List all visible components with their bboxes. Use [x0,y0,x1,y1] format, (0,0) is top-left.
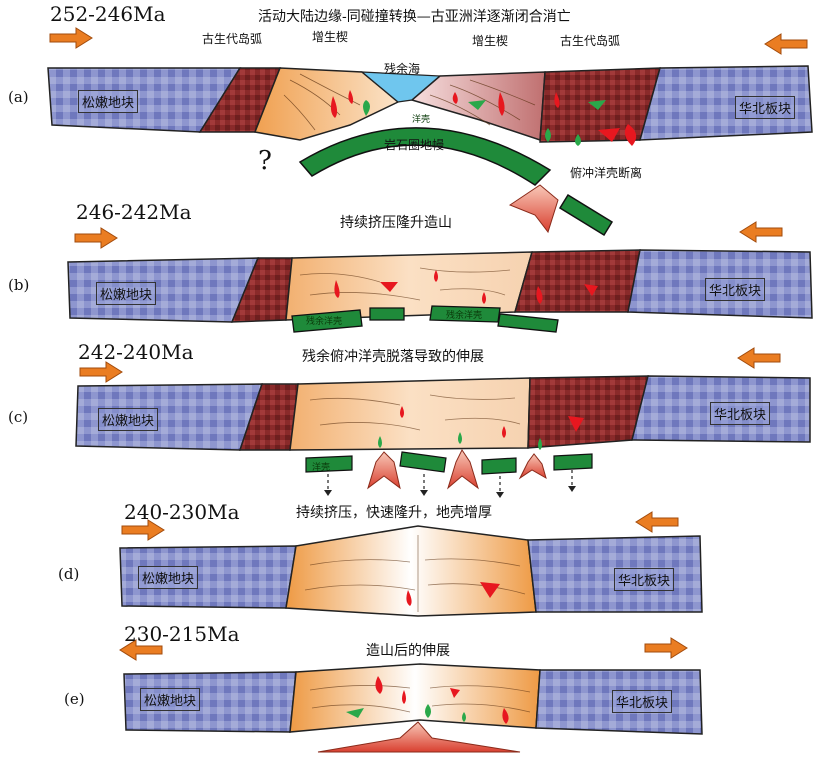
magma-bodies-d [406,582,500,606]
sinking-arrowheads-c [324,486,576,498]
paleozoic-arc-right [527,375,649,449]
block-label-songnen-d: 松嫩地块 [138,566,199,589]
annotation-slab-b-right: 残余洋壳 [446,311,483,321]
panel-d [119,511,703,617]
block-label-songnen-c: 松嫩地块 [98,408,159,431]
annotation-slab-a: 洋壳 [412,115,431,125]
upwelling-asthenosphere-e [317,721,521,753]
detached-slab [558,193,614,237]
panel-title-b: 持续挤压隆升造山 [340,215,452,231]
magma-bodies-b [334,270,598,304]
compression-arrow-right [739,221,783,243]
compression-arrow-right [635,511,679,533]
panel-title-d: 持续挤压，快速隆升，地壳增厚 [296,505,492,521]
block-label-northchina-a: 华北板块 [735,96,796,119]
remnant-slabs-b [291,305,559,333]
annotation-mantle: 岩石圈地幔 [384,138,445,152]
magma-bodies-c [378,406,584,450]
compression-arrow-right [764,33,808,55]
panel-a [47,27,813,237]
orogenic-belt-c [289,377,531,451]
panel-c [75,347,811,498]
panel-title-a: 活动大陆边缘-同碰撞转换—古亚洲洋逐渐闭合消亡 [258,9,571,25]
oceanic-slab-a [298,127,552,186]
age-label-c: 242-240Ma [78,340,194,364]
panel-label-c: (c) [8,408,29,426]
extension-arrow-right [644,637,688,659]
annotation-arc-left: 古生代岛弧 [202,32,263,46]
block-label-northchina-c: 华北板块 [710,402,771,425]
panel-label-e: (e) [64,690,85,708]
compression-arrow-left [74,227,118,249]
annotation-slab-c: 洋壳 [312,463,331,473]
age-label-e: 230-215Ma [124,622,240,646]
panel-b [67,221,813,333]
panel-title-e: 造山后的伸展 [366,643,450,659]
block-label-northchina-b: 华北板块 [705,278,766,301]
annotation-breakoff: 俯冲洋壳断离 [570,166,643,180]
asthenosphere-upwellings-c [367,449,547,490]
panel-label-d: (d) [58,565,80,583]
annotation-sea: 残余海 [384,62,421,76]
sinking-arrows-c [327,470,573,494]
block-label-northchina-d: 华北板块 [614,568,675,591]
block-label-songnen-b: 松嫩地块 [96,282,157,305]
block-label-songnen-a: 松嫩地块 [78,90,139,113]
annotation-wedge-left: 增生楔 [312,30,349,44]
paleozoic-arc-right [514,249,641,313]
annotation-wedge-right: 增生楔 [472,34,509,48]
upwelling-asthenosphere-a [508,184,559,234]
age-label-b: 246-242Ma [76,200,192,224]
magma-bodies-e [346,676,509,724]
compression-arrow-left [49,27,93,49]
compression-arrow-right [737,347,781,369]
compression-arrow-left [79,361,123,383]
north-china-block [639,65,813,141]
annotation-question: ? [258,146,272,176]
age-label-a: 252-246Ma [50,2,166,26]
age-label-d: 240-230Ma [124,500,240,524]
block-label-songnen-e: 松嫩地块 [140,688,201,711]
panel-title-c: 残余俯冲洋壳脱落导致的伸展 [302,349,484,365]
block-label-northchina-e: 华北板块 [612,690,673,713]
extended-orogen-e [289,663,541,733]
annotation-arc-right: 古生代岛弧 [560,34,621,48]
magma-bodies-a [330,90,637,146]
panel-label-a: (a) [8,88,29,106]
detaching-slabs-c [305,451,593,475]
panel-label-b: (b) [8,276,30,294]
annotation-slab-b-left: 残余洋壳 [306,317,343,327]
